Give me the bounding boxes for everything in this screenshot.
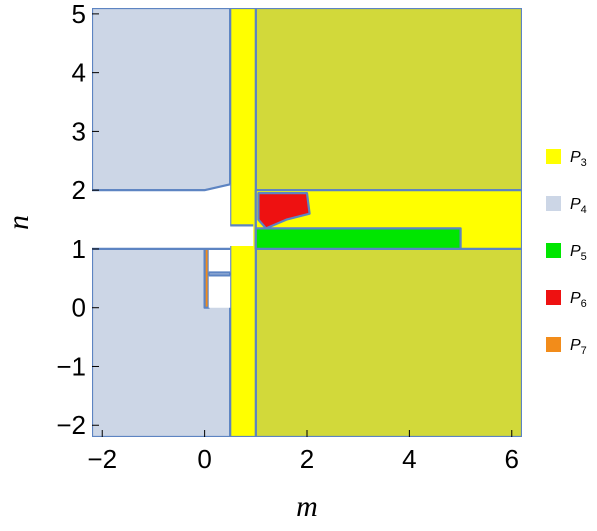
y-tick-label: 5 (72, 0, 86, 29)
y-axis-label: n (2, 215, 35, 230)
region-p6-7 (257, 192, 311, 230)
y-tick-label: 3 (72, 116, 86, 146)
legend-swatch-p5 (546, 243, 561, 258)
legend-swatch-p7 (546, 337, 561, 352)
x-tick-label: 0 (197, 444, 211, 474)
y-axis-ticks: −2 −1 0 1 2 3 4 5 (56, 0, 99, 440)
x-tick-label: 2 (300, 444, 314, 474)
region-gap-9 (92, 184, 254, 249)
x-axis-ticks: −2 0 2 4 6 (87, 430, 519, 474)
region-p3-and-p4-3 (254, 247, 522, 437)
legend-label-p7: P7 (570, 337, 587, 357)
legend-label-p4: P4 (570, 196, 587, 216)
legend: P3 P4 P5 P6 P7 (546, 149, 587, 357)
legend-swatch-p4 (546, 196, 561, 211)
region-p4-0 (92, 8, 232, 192)
legend-label-p3: P3 (570, 149, 587, 169)
region-gap-10 (208, 248, 231, 273)
x-axis-label: m (296, 490, 318, 523)
region-p5-6 (254, 227, 462, 250)
y-tick-label: 1 (72, 234, 86, 264)
y-tick-label: −1 (56, 351, 86, 381)
region-p3-4 (229, 8, 257, 437)
regions (92, 8, 522, 437)
y-tick-label: 4 (72, 58, 86, 88)
region-p7-8 (203, 247, 210, 309)
x-tick-label: −2 (87, 444, 117, 474)
boundary-line-0 (92, 183, 231, 192)
legend-swatch-p6 (546, 290, 561, 305)
legend-swatch-p3 (546, 149, 561, 164)
legend-label-p6: P6 (570, 290, 587, 310)
region-gap-11 (208, 275, 231, 308)
legend-label-p5: P5 (570, 243, 587, 263)
x-tick-label: 6 (505, 444, 519, 474)
y-tick-label: 0 (72, 293, 86, 323)
y-tick-label: 2 (72, 175, 86, 205)
x-tick-label: 4 (402, 444, 416, 474)
y-tick-label: −2 (56, 410, 86, 440)
region-p3-and-p4-2 (254, 8, 522, 192)
